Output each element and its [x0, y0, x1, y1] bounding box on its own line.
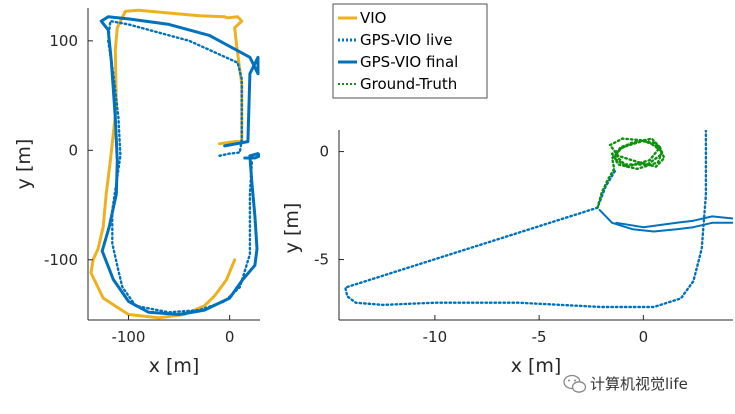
right-y-axis-label: y [m]: [281, 203, 303, 254]
left-y-axis-label: y [m]: [13, 139, 35, 190]
right-series-group: [344, 130, 733, 309]
right-x-tick-label: -10: [423, 328, 448, 346]
right-y-tick-label: 0: [319, 143, 329, 161]
legend-label-gps-vio-live: GPS-VIO live: [360, 31, 452, 49]
wechat-icon: [563, 374, 587, 393]
watermark: 计算机视觉life: [563, 374, 688, 393]
right-series-gps-vio-live: [344, 130, 708, 309]
right-x-tick-label: 0: [639, 328, 649, 346]
legend: VIO GPS-VIO live GPS-VIO final Ground-Tr…: [332, 3, 488, 99]
left-y-tick-label: 0: [68, 141, 78, 159]
right-series-gps-vio-final-2: [615, 215, 733, 229]
left-ticks: -100 0 100 0 -100: [44, 32, 234, 346]
left-x-axis-label: x [m]: [149, 355, 200, 377]
legend-label-vio: VIO: [360, 9, 387, 27]
left-y-tick-label: -100: [44, 251, 78, 269]
legend-label-ground-truth: Ground-Truth: [360, 75, 457, 93]
right-x-axis-label: x [m]: [511, 355, 562, 377]
right-y-tick-label: -5: [314, 251, 329, 269]
left-x-tick-label: 0: [225, 328, 235, 346]
left-series-gps-vio-live: [106, 19, 254, 314]
watermark-text: 计算机视觉life: [590, 375, 688, 393]
right-ticks: -10 -5 0 0 -5: [314, 143, 648, 346]
chart-right: -10 -5 0 0 -5 x [m] y [m]: [281, 130, 733, 377]
left-series-group: [89, 8, 260, 320]
chart-left: -100 0 100 0 -100 x [m] y [m]: [13, 8, 260, 377]
left-x-tick-label: -100: [111, 328, 145, 346]
right-series-ground-truth: [596, 137, 666, 209]
right-series-gps-vio-final: [598, 208, 733, 233]
legend-box: [332, 3, 488, 99]
left-series-gps-vio-final: [99, 15, 260, 316]
left-series-vio: [89, 8, 244, 320]
legend-label-gps-vio-final: GPS-VIO final: [360, 53, 458, 71]
left-y-tick-label: 100: [49, 32, 78, 50]
right-x-tick-label: -5: [532, 328, 547, 346]
